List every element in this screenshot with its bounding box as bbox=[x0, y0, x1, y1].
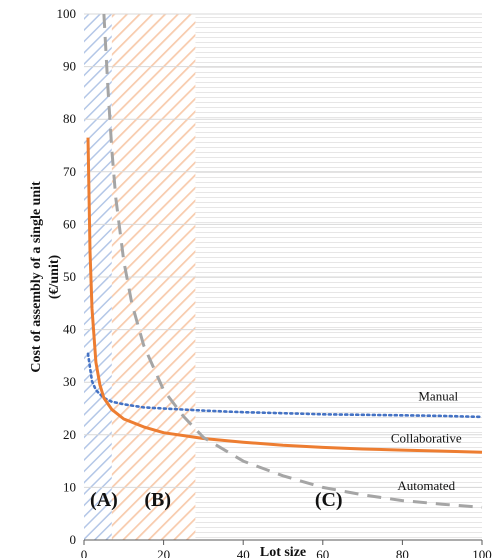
y-tick-label: 10 bbox=[63, 479, 76, 494]
y-tick-label: 90 bbox=[63, 59, 76, 74]
series-line-manual bbox=[86, 352, 484, 419]
x-tick-label: 40 bbox=[237, 547, 250, 558]
y-tick-label: 60 bbox=[63, 216, 76, 231]
x-tick-label: 80 bbox=[396, 547, 409, 558]
series-label-manual: Manual bbox=[418, 389, 458, 404]
y-tick-label: 40 bbox=[63, 322, 76, 337]
labels: Lot size Cost of assembly of a single un… bbox=[29, 181, 343, 558]
x-tick-label: 20 bbox=[157, 547, 170, 558]
series-lines: Manual Collaborative Automated bbox=[86, 13, 484, 509]
y-tick-label: 80 bbox=[63, 111, 76, 126]
y-tick-label: 20 bbox=[63, 427, 76, 442]
series-label-automated: Automated bbox=[397, 478, 455, 493]
region-label-c: (C) bbox=[315, 489, 343, 511]
y-tick-label: 30 bbox=[63, 374, 76, 389]
y-axis-title-line1: Cost of assembly of a single unit bbox=[29, 181, 44, 373]
x-tick-label: 0 bbox=[81, 547, 88, 558]
x-tick-label: 100 bbox=[472, 547, 492, 558]
axes: 0 10 20 30 40 50 60 70 80 90 100 0 20 40 60 80 100 bbox=[57, 6, 492, 558]
series-line-automated bbox=[102, 13, 483, 509]
x-axis-title: Lot size bbox=[260, 545, 306, 558]
y-tick-label: 0 bbox=[70, 532, 77, 547]
series-label-collaborative: Collaborative bbox=[391, 431, 462, 446]
x-tick-label: 60 bbox=[316, 547, 329, 558]
y-tick-label: 50 bbox=[63, 269, 76, 284]
y-tick-label: 70 bbox=[63, 164, 76, 179]
y-axis-title-line2: (€/unit) bbox=[47, 254, 62, 299]
series-line-collaborative bbox=[86, 137, 483, 454]
region-label-a: (A) bbox=[90, 489, 118, 511]
gridlines bbox=[84, 13, 482, 488]
region-label-b: (B) bbox=[144, 489, 171, 511]
y-tick-label: 100 bbox=[57, 6, 77, 21]
